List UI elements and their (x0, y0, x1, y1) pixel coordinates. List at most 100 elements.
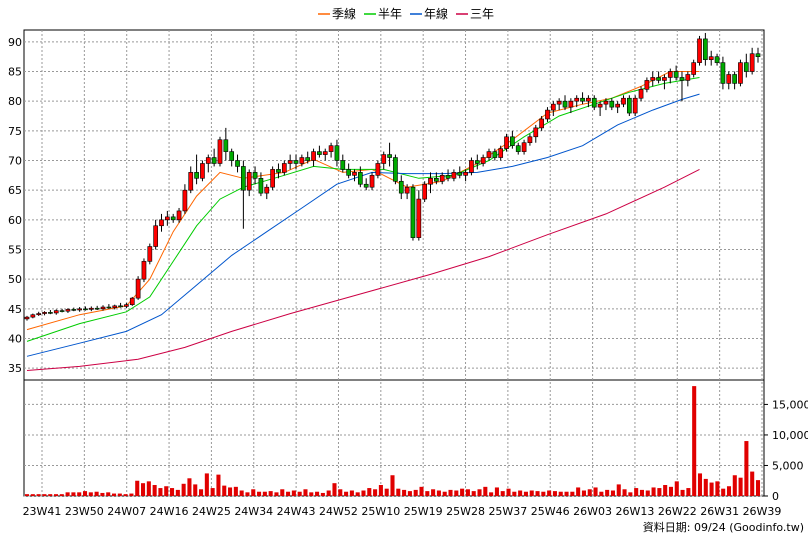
volume-bar (738, 477, 743, 496)
x-tick-label: 25W46 (531, 505, 570, 518)
candle-body (235, 160, 240, 167)
x-tick-label: 24W43 (277, 505, 316, 518)
candle-body (182, 189, 188, 212)
volume-bar (547, 490, 552, 496)
x-tick-label: 26W13 (616, 505, 655, 518)
candle-body (562, 100, 568, 108)
volume-bar (721, 488, 726, 496)
candle-body (223, 139, 229, 152)
volume-bar (36, 494, 41, 496)
volume-bar (42, 494, 47, 496)
legend-label: 半年 (378, 7, 402, 21)
volume-bar (106, 492, 111, 496)
candle-body (100, 306, 106, 310)
chart-legend: 季線 半年 年線 三年 (318, 6, 494, 21)
volume-bar (82, 491, 88, 496)
volume-bar (349, 490, 354, 496)
volume-bar (210, 488, 215, 496)
candle-body (743, 62, 749, 72)
candle-body (632, 97, 638, 114)
candle-body (393, 157, 398, 182)
candle-body (597, 103, 603, 108)
volume-bar (378, 485, 383, 496)
candle-body (24, 316, 30, 320)
candle-body (293, 160, 299, 164)
volume-bar (564, 491, 569, 496)
candle-body (194, 172, 199, 179)
candle-body (404, 186, 410, 194)
candle-body (580, 97, 585, 102)
volume-bar (228, 487, 233, 496)
volume-bar (123, 494, 128, 496)
x-tick-label: 26W22 (658, 505, 697, 518)
candle-body (498, 148, 504, 158)
volume-bar (233, 486, 238, 496)
volume-bar (396, 488, 401, 496)
price-axis: 35 40 45 50 55 60 65 70 75 80 85 90 (8, 36, 22, 375)
footer-source: 資料日期: 09/24 (Goodinfo.tw) (643, 520, 804, 534)
volume-bar (129, 493, 134, 496)
volume-bar (744, 441, 749, 496)
volume-bar (30, 494, 35, 496)
volume-bar (373, 489, 378, 496)
candle-body (422, 183, 428, 200)
candle-body (621, 97, 626, 105)
volume-bar (344, 491, 349, 496)
candle-body (755, 53, 761, 57)
volume-bar (187, 478, 192, 496)
candle-body (147, 246, 153, 262)
candle-body (463, 172, 468, 176)
volume-bar (367, 488, 372, 496)
volume-bar (111, 493, 117, 496)
candle-body (30, 314, 36, 318)
price-tick-label: 60 (8, 214, 22, 227)
footer-site: (Goodinfo.tw) (729, 521, 804, 534)
volume-bar (576, 487, 581, 496)
candle-body (504, 136, 509, 149)
candle-body (340, 160, 346, 170)
volume-bar (686, 488, 691, 496)
candle-body (515, 145, 521, 152)
legend-label: 三年 (470, 7, 494, 21)
volume-bar (355, 492, 360, 496)
volume-bar (274, 492, 279, 496)
volume-bar (425, 491, 430, 496)
candle-body (586, 97, 591, 102)
volume-bar (570, 491, 575, 496)
candle-body (53, 310, 59, 314)
volume-bar (361, 490, 366, 496)
volume-bar (222, 485, 227, 496)
candle-body (416, 198, 422, 238)
volume-bar (651, 487, 656, 496)
x-tick-label: 23W50 (65, 505, 104, 518)
candle-body (603, 100, 609, 105)
volume-bar (622, 489, 627, 496)
candle-body (159, 219, 164, 227)
candle-body (650, 77, 656, 81)
candle-body (685, 74, 691, 81)
ma-line (26, 168, 700, 371)
volume-bar (599, 491, 604, 496)
volume-bar (193, 484, 198, 496)
candle-body (124, 304, 129, 307)
candle-body (94, 307, 100, 310)
price-tick-label: 85 (8, 66, 22, 79)
candle-body (510, 136, 515, 146)
volume-bar (94, 491, 99, 496)
volume-bar (245, 492, 250, 496)
candle-body (697, 38, 702, 63)
candle-body (591, 97, 597, 108)
candle-body (410, 186, 416, 238)
volume-bar (460, 488, 465, 496)
price-tick-label: 90 (8, 36, 22, 49)
volume-bar (297, 491, 302, 496)
volume-bar (402, 489, 407, 496)
volume-bar (506, 488, 511, 496)
volume-bar (663, 485, 668, 496)
volume-bar (291, 490, 296, 496)
candle-body (153, 225, 159, 247)
candle-body (77, 308, 82, 311)
volume-bar (268, 491, 273, 496)
volume-bar (251, 489, 256, 496)
candle-body (205, 157, 211, 164)
